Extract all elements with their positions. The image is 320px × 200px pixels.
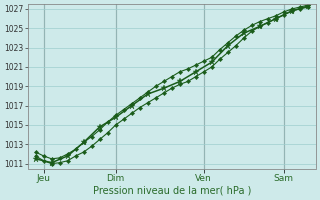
X-axis label: Pression niveau de la mer( hPa ): Pression niveau de la mer( hPa ) — [92, 186, 251, 196]
